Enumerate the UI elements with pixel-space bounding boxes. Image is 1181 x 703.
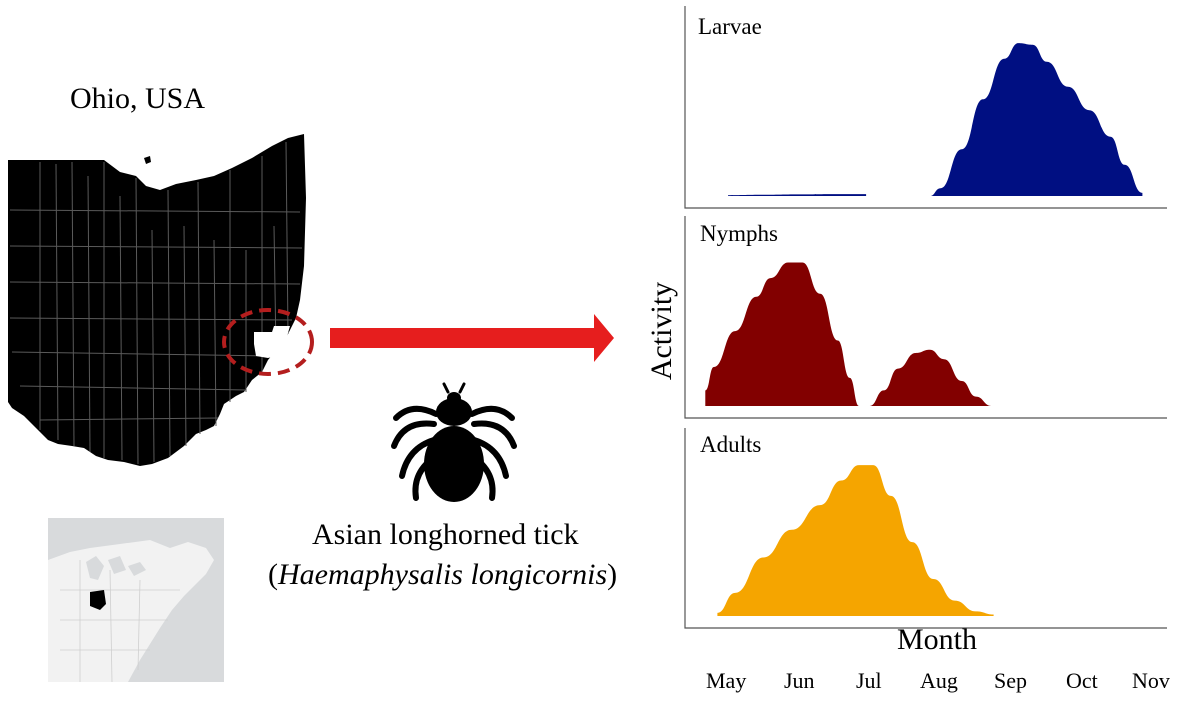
panel-label-larvae: Larvae xyxy=(698,14,762,39)
x-tick-label: Sep xyxy=(994,668,1027,693)
ohio-map xyxy=(8,134,306,466)
highlighted-county xyxy=(254,326,290,358)
highlight-ring xyxy=(222,308,314,376)
arrow xyxy=(330,314,614,362)
panel-nymphs xyxy=(684,216,1167,419)
x-tick-label: Aug xyxy=(920,668,958,693)
x-tick-label: Jun xyxy=(784,668,815,693)
area-nymphs-1 xyxy=(869,349,992,406)
panel-axes xyxy=(684,216,1167,419)
x-axis-label: Month xyxy=(897,623,978,656)
y-axis-label: Activity xyxy=(645,281,678,381)
us-inset-map xyxy=(48,518,224,683)
panel-label-adults: Adults xyxy=(700,432,762,457)
panel-label-nymphs: Nymphs xyxy=(700,221,778,246)
sci-close-paren: ) xyxy=(607,558,618,591)
tick-icon xyxy=(391,382,517,502)
tick-common-name: Asian longhorned tick xyxy=(312,518,579,551)
sci-name-italic: Haemaphysalis longicornis xyxy=(278,558,608,591)
lake-island xyxy=(144,156,151,164)
x-tick-label: Jul xyxy=(856,668,882,693)
map-illustration xyxy=(8,134,614,683)
panel-axes xyxy=(684,428,1167,629)
panel-larvae xyxy=(684,6,1167,209)
area-nymphs-0 xyxy=(705,262,859,406)
ohio-inset-highlight xyxy=(90,590,106,610)
x-tick-label: May xyxy=(706,668,747,693)
map-title: Ohio, USA xyxy=(70,82,206,115)
area-larvae-1 xyxy=(929,43,1143,196)
tick-scientific-name: (Haemaphysalis longicornis) xyxy=(268,558,617,592)
x-tick-label: Nov xyxy=(1132,668,1170,693)
panel-adults xyxy=(684,428,1167,629)
area-adults-0 xyxy=(717,465,994,616)
area-larvae-0 xyxy=(728,194,867,196)
x-tick-label: Oct xyxy=(1066,668,1098,693)
panel-axes xyxy=(684,6,1167,209)
sci-open-paren: ( xyxy=(268,558,278,591)
